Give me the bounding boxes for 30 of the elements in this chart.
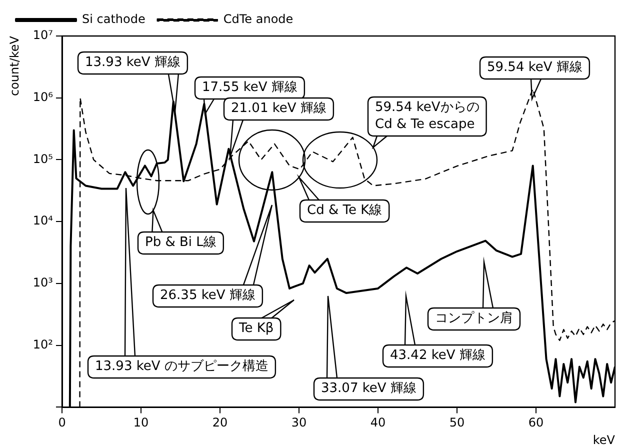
annotation: 33.07 keV 輝線 [321, 380, 416, 396]
y-tick-label: 10⁵ [32, 152, 54, 166]
annotation: 13.93 keV のサブピーク構造 [95, 358, 268, 374]
annotation: 21.01 keV 輝線 [231, 100, 326, 116]
annotation: 59.54 keV 輝線 [487, 60, 582, 75]
annotation: Te Kβ [238, 320, 274, 336]
annotation: 26.35 keV 輝線 [160, 288, 256, 303]
y-tick-label: 10² [32, 337, 54, 352]
annotation: Cd & Te K線 [307, 202, 382, 218]
annotation: Pb & Bi L線 [145, 234, 216, 250]
y-axis-title: count/keV [7, 35, 22, 96]
x-tick-label: 40 [370, 416, 386, 430]
x-tick-label: 0 [58, 416, 66, 430]
legend-label: Si cathode [82, 12, 146, 26]
y-tick-label: 10³ [32, 276, 54, 290]
legend-label: CdTe anode [223, 12, 294, 26]
x-tick-label: 30 [291, 416, 307, 430]
x-tick-label: 60 [528, 416, 544, 430]
annotation: 43.42 keV 輝線 [390, 348, 486, 363]
annotation: 13.93 keV 輝線 [85, 54, 180, 70]
y-tick-label: 10⁷ [32, 28, 54, 42]
annotation: 17.55 keV 輝線 [202, 80, 298, 95]
annotation: 59.54 keVからの Cd & Te escape [375, 100, 480, 132]
x-tick-label: 50 [449, 416, 465, 430]
y-tick-label: 10⁶ [32, 90, 54, 104]
annotation: コンプトン肩 [435, 310, 513, 326]
x-axis-title: keV [592, 432, 616, 447]
x-tick-label: 10 [133, 416, 149, 430]
x-tick-label: 20 [212, 416, 228, 430]
y-tick-label: 10⁴ [32, 214, 54, 228]
